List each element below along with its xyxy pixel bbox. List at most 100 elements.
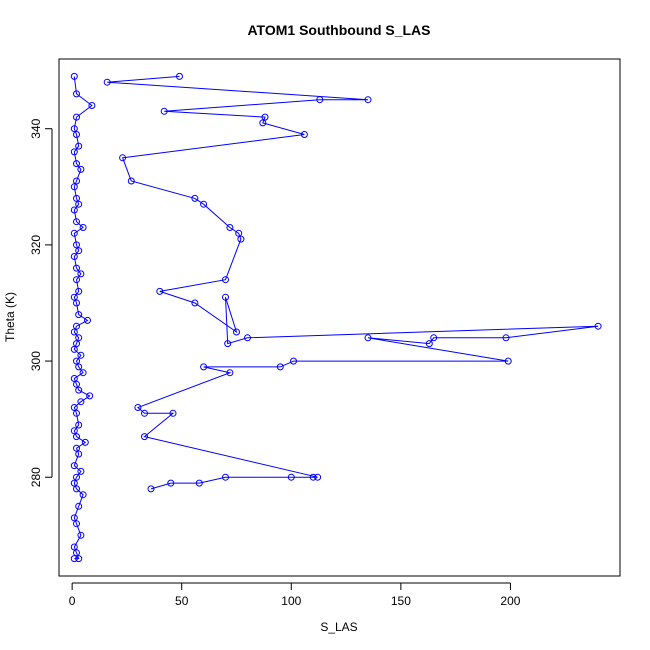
data-point: [73, 322, 80, 330]
data-point: [73, 340, 80, 348]
data-point: [73, 131, 80, 138]
data-point: [364, 96, 372, 104]
plot-frame: [58, 58, 621, 577]
data-point: [276, 363, 284, 371]
data-point: [244, 334, 251, 342]
data-point: [119, 154, 127, 162]
data-point: [75, 555, 83, 563]
data-point: [222, 473, 229, 481]
data-point: [73, 520, 80, 528]
data-point: [81, 438, 89, 446]
data-point: [70, 462, 78, 470]
data-point: [77, 398, 85, 406]
data-point: [70, 328, 78, 336]
data-point: [103, 78, 111, 86]
data-point: [75, 450, 83, 458]
data-point: [73, 218, 80, 226]
y-tick-label: 300: [29, 351, 43, 371]
y-tick-label: 280: [29, 467, 43, 487]
data-point: [127, 177, 135, 185]
x-tick-label: 0: [69, 594, 76, 608]
data-point: [73, 299, 80, 307]
data-point: [502, 334, 510, 342]
data-point: [290, 357, 297, 365]
data-point: [261, 113, 269, 121]
data-point: [70, 183, 78, 191]
data-point: [364, 334, 372, 342]
data-point: [309, 473, 317, 481]
data-point: [70, 555, 78, 563]
data-point: [70, 514, 78, 522]
series-line: [73, 76, 93, 560]
data-point: [88, 102, 96, 109]
data-point: [73, 194, 80, 202]
data-point: [73, 380, 80, 388]
x-tick-label: 100: [281, 594, 301, 608]
data-point: [226, 369, 234, 377]
chart-title: ATOM1 Southbound S_LAS: [247, 22, 430, 38]
data-point: [594, 322, 602, 330]
data-point: [75, 142, 83, 150]
data-point: [70, 479, 78, 487]
y-tick-label: 320: [29, 235, 43, 255]
x-axis-label: S_LAS: [320, 620, 357, 634]
data-point: [141, 409, 148, 417]
data-point: [167, 479, 175, 487]
data-point: [79, 369, 87, 377]
data-point: [77, 351, 85, 359]
data-point: [504, 357, 512, 365]
data-point: [314, 473, 322, 481]
data-point: [86, 392, 94, 400]
data-point: [70, 345, 78, 353]
data-point: [75, 311, 83, 319]
data-point: [70, 427, 78, 435]
data-point: [73, 241, 80, 249]
data-point: [70, 229, 78, 237]
data-point: [70, 206, 78, 214]
data-point: [73, 160, 80, 168]
data-point: [300, 131, 308, 138]
data-point: [134, 404, 142, 411]
data-point: [73, 357, 80, 365]
y-tick-label: 340: [29, 118, 43, 138]
data-point: [224, 340, 232, 348]
data-point: [75, 421, 83, 429]
data-point: [75, 363, 83, 371]
data-point: [73, 473, 80, 481]
data-point: [176, 72, 183, 80]
data-point: [70, 293, 78, 301]
data-point: [73, 485, 80, 493]
data-point: [75, 247, 83, 255]
data-point: [70, 543, 78, 551]
data-point: [200, 200, 208, 208]
data-point: [73, 113, 80, 121]
data-point: [147, 485, 155, 493]
data-point: [75, 334, 83, 342]
data-point: [141, 433, 148, 441]
data-point: [287, 473, 295, 481]
data-point: [70, 148, 78, 156]
data-point: [316, 96, 324, 104]
data-point: [156, 287, 164, 295]
data-point: [222, 293, 229, 301]
data-point: [226, 224, 234, 231]
data-point: [79, 224, 87, 231]
data-point: [75, 502, 83, 510]
data-point: [73, 444, 80, 452]
data-point: [160, 107, 168, 115]
data-point: [77, 467, 85, 475]
data-point: [77, 270, 85, 278]
data-point: [222, 276, 229, 284]
data-point: [73, 90, 80, 98]
data-point: [425, 340, 433, 348]
data-point: [235, 229, 243, 237]
data-point: [70, 404, 78, 411]
y-axis: 280 300 320 340: [29, 118, 53, 487]
data-point: [237, 235, 245, 243]
data-point: [75, 200, 83, 208]
data-point: [70, 375, 78, 382]
data-point: [233, 328, 240, 336]
data-point: [200, 363, 208, 371]
